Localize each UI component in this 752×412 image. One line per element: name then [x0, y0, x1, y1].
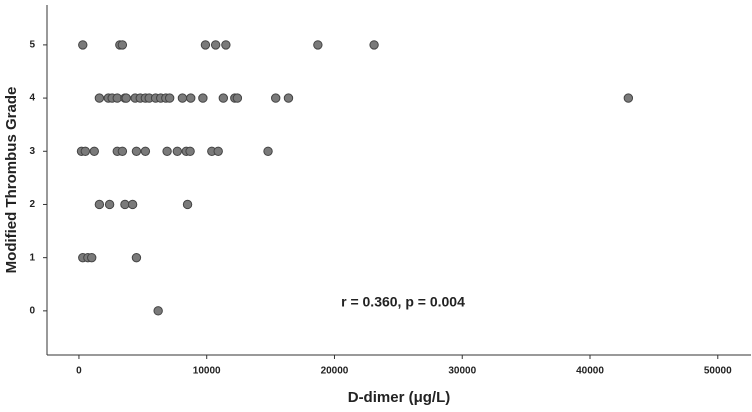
point [112, 93, 122, 103]
y-axis-label: Modified Thrombus Grade [3, 87, 20, 274]
point [200, 40, 211, 50]
point [78, 40, 88, 50]
point [87, 252, 97, 263]
point [369, 40, 379, 50]
y-tick-label: 3 [29, 146, 35, 157]
point [104, 199, 115, 210]
y-tick-label: 2 [29, 199, 35, 210]
point [210, 40, 221, 50]
point [121, 93, 131, 103]
point [283, 93, 294, 103]
point [80, 146, 91, 156]
point [213, 146, 223, 156]
point [162, 146, 172, 156]
point [140, 146, 151, 156]
point [117, 40, 128, 50]
x-tick-label: 0 [76, 366, 82, 377]
point [120, 199, 130, 210]
point [117, 146, 128, 156]
point [127, 199, 138, 210]
y-tick-label: 1 [29, 252, 35, 263]
point [186, 93, 196, 103]
point [164, 93, 175, 103]
point [182, 199, 193, 210]
point [94, 199, 105, 210]
x-tick-label: 50000 [704, 366, 732, 377]
y-tick-label: 0 [29, 305, 35, 316]
point [232, 93, 243, 103]
point [89, 146, 99, 156]
point [185, 146, 195, 156]
x-tick-label: 10000 [193, 366, 221, 377]
x-axis-label: D-dimer (μg/L) [348, 389, 451, 406]
point [218, 93, 229, 103]
point [153, 306, 163, 316]
point [172, 146, 183, 156]
point [177, 93, 188, 103]
y-tick-label: 4 [29, 93, 35, 104]
annotation: r = 0.360, p = 0.004 [341, 294, 465, 310]
x-tick-label: 20000 [321, 366, 349, 377]
point [221, 40, 231, 50]
y-tick-label: 5 [29, 40, 35, 51]
point [94, 93, 105, 103]
point [623, 93, 634, 103]
point [131, 252, 142, 263]
point [131, 146, 142, 156]
point [198, 93, 208, 103]
x-tick-label: 40000 [576, 366, 604, 377]
point [313, 40, 323, 50]
x-tick-label: 30000 [448, 366, 476, 377]
point [263, 146, 273, 156]
point [271, 93, 281, 103]
